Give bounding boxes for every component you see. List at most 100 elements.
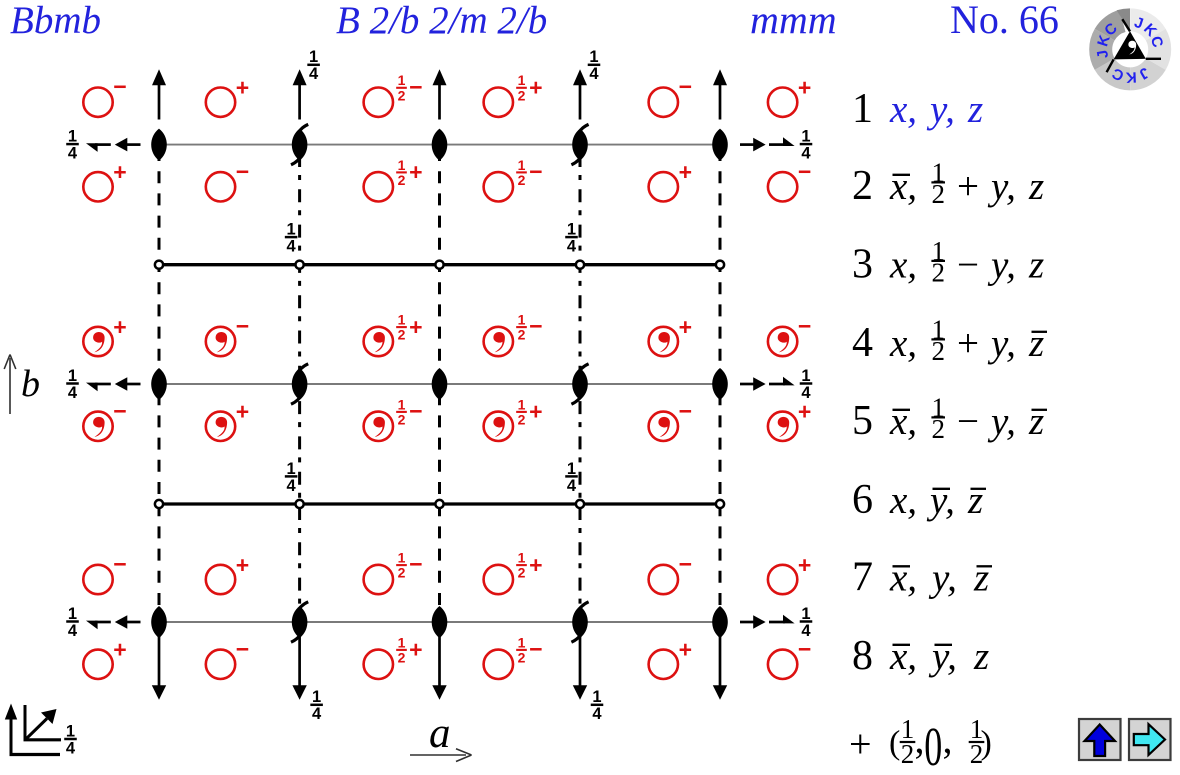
svg-text:1: 1: [931, 314, 945, 344]
svg-text:+: +: [798, 399, 811, 425]
svg-text:1: 1: [970, 714, 984, 744]
svg-text:1: 1: [801, 367, 810, 385]
svg-text:2: 2: [518, 327, 526, 343]
svg-text:2: 2: [518, 565, 526, 581]
svg-text:y,: y,: [926, 88, 955, 131]
svg-text:1: 1: [801, 128, 810, 146]
svg-text:,: ,: [915, 717, 925, 762]
svg-text:6: 6: [852, 477, 873, 523]
svg-text:4: 4: [287, 237, 297, 255]
svg-text:−: −: [679, 551, 692, 577]
svg-text:z: z: [1028, 400, 1044, 443]
svg-text:1: 1: [592, 688, 601, 706]
svg-text:b: b: [21, 363, 40, 405]
svg-text:y,: y,: [987, 165, 1016, 208]
svg-text:2: 2: [398, 172, 406, 188]
svg-text:2: 2: [518, 411, 526, 427]
svg-text:x,: x,: [889, 479, 917, 522]
svg-text:−: −: [798, 313, 811, 339]
svg-text:2: 2: [398, 327, 406, 343]
svg-text:2: 2: [398, 411, 406, 427]
svg-text:+: +: [236, 399, 249, 425]
svg-text:+: +: [236, 552, 249, 578]
svg-text:−: −: [529, 158, 542, 184]
svg-text:−: −: [113, 398, 126, 424]
svg-text:1: 1: [287, 221, 296, 239]
svg-text:+: +: [409, 637, 422, 663]
svg-text:−: −: [679, 398, 692, 424]
svg-text:+: +: [236, 75, 249, 101]
svg-text:−: −: [529, 313, 542, 339]
svg-text:y,: y,: [987, 244, 1016, 287]
svg-text:4: 4: [567, 477, 577, 495]
svg-text:−: −: [529, 636, 542, 662]
svg-text:2: 2: [931, 414, 945, 444]
svg-text:−: −: [236, 313, 249, 339]
svg-text:−: −: [409, 551, 422, 577]
svg-text:1: 1: [931, 236, 945, 266]
svg-text:1: 1: [567, 460, 576, 478]
svg-text:4: 4: [589, 65, 599, 83]
svg-text:1: 1: [398, 312, 406, 328]
svg-text:+: +: [113, 314, 126, 340]
svg-text:2: 2: [398, 565, 406, 581]
svg-text:1: 1: [518, 396, 526, 412]
svg-text:+: +: [957, 165, 979, 208]
svg-text:1: 1: [312, 688, 321, 706]
svg-text:−: −: [113, 74, 126, 100]
svg-text:1: 1: [398, 72, 406, 88]
svg-text:4: 4: [801, 144, 811, 162]
svg-text:No. 66: No. 66: [950, 0, 1059, 42]
svg-text:4: 4: [66, 739, 76, 757]
svg-text:x,: x,: [889, 322, 917, 365]
svg-text:5: 5: [852, 398, 873, 444]
svg-text:4: 4: [309, 65, 319, 83]
svg-text:2: 2: [901, 739, 915, 769]
svg-text:+: +: [113, 637, 126, 663]
svg-text:8: 8: [852, 633, 873, 679]
svg-text:y,: y,: [987, 322, 1016, 365]
svg-text:2: 2: [398, 87, 406, 103]
svg-text:2: 2: [931, 336, 945, 366]
svg-text:4: 4: [567, 237, 577, 255]
svg-text:,: ,: [943, 717, 953, 762]
svg-text:y,: y,: [928, 635, 957, 678]
svg-text:z: z: [1028, 244, 1044, 287]
svg-text:4: 4: [287, 477, 297, 495]
svg-text:0: 0: [924, 718, 942, 770]
svg-text:−: −: [409, 74, 422, 100]
svg-text:x,: x,: [889, 244, 917, 287]
svg-text:1: 1: [852, 86, 873, 132]
svg-text:1: 1: [398, 550, 406, 566]
svg-text:1: 1: [398, 634, 406, 650]
svg-text:y,: y,: [926, 479, 955, 522]
svg-text:+: +: [957, 322, 979, 365]
svg-text:x,: x,: [889, 88, 917, 131]
svg-text:4: 4: [68, 622, 78, 640]
svg-text:−: −: [798, 158, 811, 184]
svg-text:1: 1: [287, 460, 296, 478]
svg-text:1: 1: [931, 157, 945, 187]
svg-text:K: K: [1125, 68, 1137, 85]
svg-text:z: z: [973, 635, 989, 678]
svg-text:1: 1: [801, 605, 810, 623]
svg-text:+: +: [409, 314, 422, 340]
svg-text:+: +: [529, 552, 542, 578]
svg-text:1: 1: [398, 396, 406, 412]
svg-text:1: 1: [68, 128, 77, 146]
svg-text:J: J: [1094, 49, 1112, 60]
svg-text:x,: x,: [889, 635, 917, 678]
svg-text:1: 1: [518, 312, 526, 328]
svg-text:4: 4: [801, 622, 811, 640]
svg-text:+: +: [113, 159, 126, 185]
svg-text:1: 1: [589, 48, 598, 66]
svg-text:z: z: [1028, 322, 1044, 365]
svg-text:−: −: [957, 244, 979, 287]
svg-text:1: 1: [901, 714, 915, 744]
svg-text:2: 2: [970, 739, 984, 769]
svg-text:+: +: [679, 314, 692, 340]
svg-text:4: 4: [852, 320, 873, 366]
svg-text:1: 1: [398, 157, 406, 173]
svg-text:+: +: [798, 552, 811, 578]
svg-text:−: −: [679, 74, 692, 100]
